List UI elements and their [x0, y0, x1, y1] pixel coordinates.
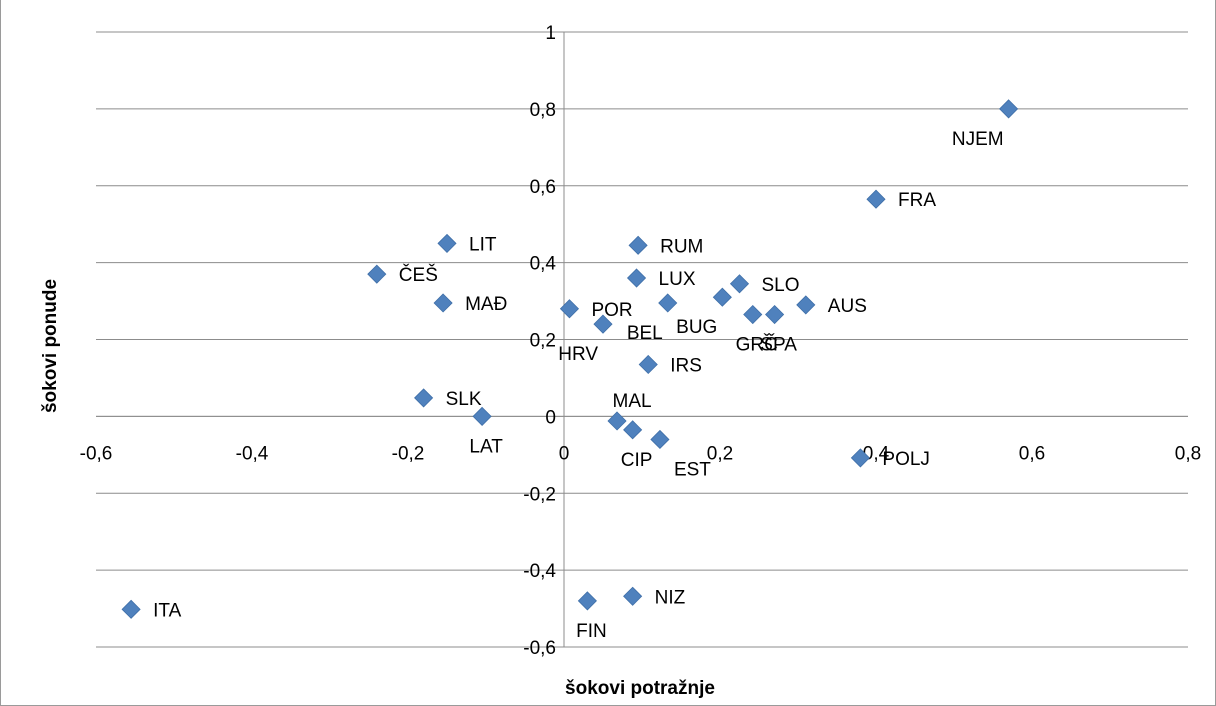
data-point-grč: [743, 304, 763, 325]
y-tick-label: -0,4: [523, 561, 556, 582]
y-tick-label: 0,8: [530, 100, 556, 121]
data-label-mađ: MAĐ: [465, 294, 507, 315]
data-label-fin: FIN: [576, 621, 607, 642]
data-point-rum: [628, 235, 648, 255]
x-tick-label: 0,4: [863, 443, 890, 464]
data-point-por: [559, 299, 580, 319]
data-point-aus: [796, 295, 816, 315]
tick-labels: 10,80,60,40,20-0,2-0,4-0,6-0,6 -0,4 -0,2 0 0…: [80, 23, 1202, 659]
data-point-fra: [866, 189, 886, 209]
data-label-rum: RUM: [660, 236, 703, 257]
data-label-aus: AUS: [828, 296, 867, 317]
data-label-fra: FRA: [898, 190, 936, 211]
data-point-slo: [729, 274, 750, 294]
data-label-cip: CIP: [621, 450, 653, 471]
data-label-ita: ITA: [153, 600, 181, 621]
y-tick-label: -0,6: [523, 638, 556, 659]
data-label-češ: ČEŠ: [399, 264, 438, 286]
y-tick-label: 0: [545, 407, 556, 428]
y-tick-label: 1: [545, 23, 556, 44]
x-tick-label: 0,6: [1019, 443, 1045, 464]
data-label-bug: BUG: [676, 317, 717, 338]
data-point-lit: [437, 233, 457, 253]
data-label-njem: NJEM: [952, 129, 1004, 150]
data-point-irs: [638, 354, 658, 375]
data-point-mađ: [433, 293, 453, 313]
data-label-lit: LIT: [469, 234, 497, 255]
data-label-est: EST: [674, 459, 711, 480]
y-tick-label: 0,2: [530, 331, 556, 352]
data-label-slo: SLO: [762, 275, 800, 296]
data-point-lux: [626, 268, 647, 288]
x-tick-label: 0,8: [1175, 443, 1201, 464]
y-axis-title: šokovi ponude: [40, 279, 61, 413]
data-point-mal: [607, 411, 627, 431]
data-label-niz: NIZ: [655, 587, 686, 608]
data-label-bel: BEL: [627, 323, 663, 344]
data-point-cip: [623, 420, 643, 440]
data-point-špa: [765, 304, 785, 325]
data-label-irs: IRS: [670, 355, 702, 376]
x-axis-title: šokovi potražnje: [565, 678, 715, 699]
data-points: [121, 99, 1019, 619]
x-tick-label: 0: [559, 443, 570, 464]
data-point-fin: [577, 591, 597, 611]
axes: [96, 32, 1188, 647]
data-label-lat: LAT: [469, 436, 503, 457]
y-tick-label: 0,6: [530, 177, 556, 198]
data-label-mal: MAL: [613, 391, 652, 412]
x-tick-label: -0,2: [392, 443, 425, 464]
data-label-grč: GRČ: [736, 334, 778, 356]
data-point-niz: [623, 586, 643, 606]
data-point-est: [650, 429, 670, 450]
data-label-špa: ŠPA: [760, 334, 797, 356]
data-point-hrv: [593, 314, 613, 334]
data-point-lat: [472, 406, 492, 426]
data-label-polj: POLJ: [882, 449, 930, 470]
data-label-slk: SLK: [446, 389, 482, 410]
data-point-polj: [850, 448, 870, 468]
data-point-ita: [121, 599, 141, 619]
x-tick-label: 0,2: [707, 443, 733, 464]
y-tick-label: 0,4: [530, 254, 557, 275]
data-point-bel: [658, 293, 678, 313]
data-point-bug: [712, 287, 732, 307]
data-label-hrv: HRV: [558, 344, 598, 365]
data-point-njem: [999, 99, 1019, 119]
data-label-por: POR: [591, 300, 632, 321]
data-point-slk: [414, 388, 434, 408]
x-tick-label: -0,6: [80, 443, 113, 464]
y-tick-label: -0,2: [523, 484, 556, 505]
data-point-češ: [367, 264, 387, 284]
x-tick-label: -0,4: [236, 443, 269, 464]
data-label-lux: LUX: [659, 269, 696, 290]
